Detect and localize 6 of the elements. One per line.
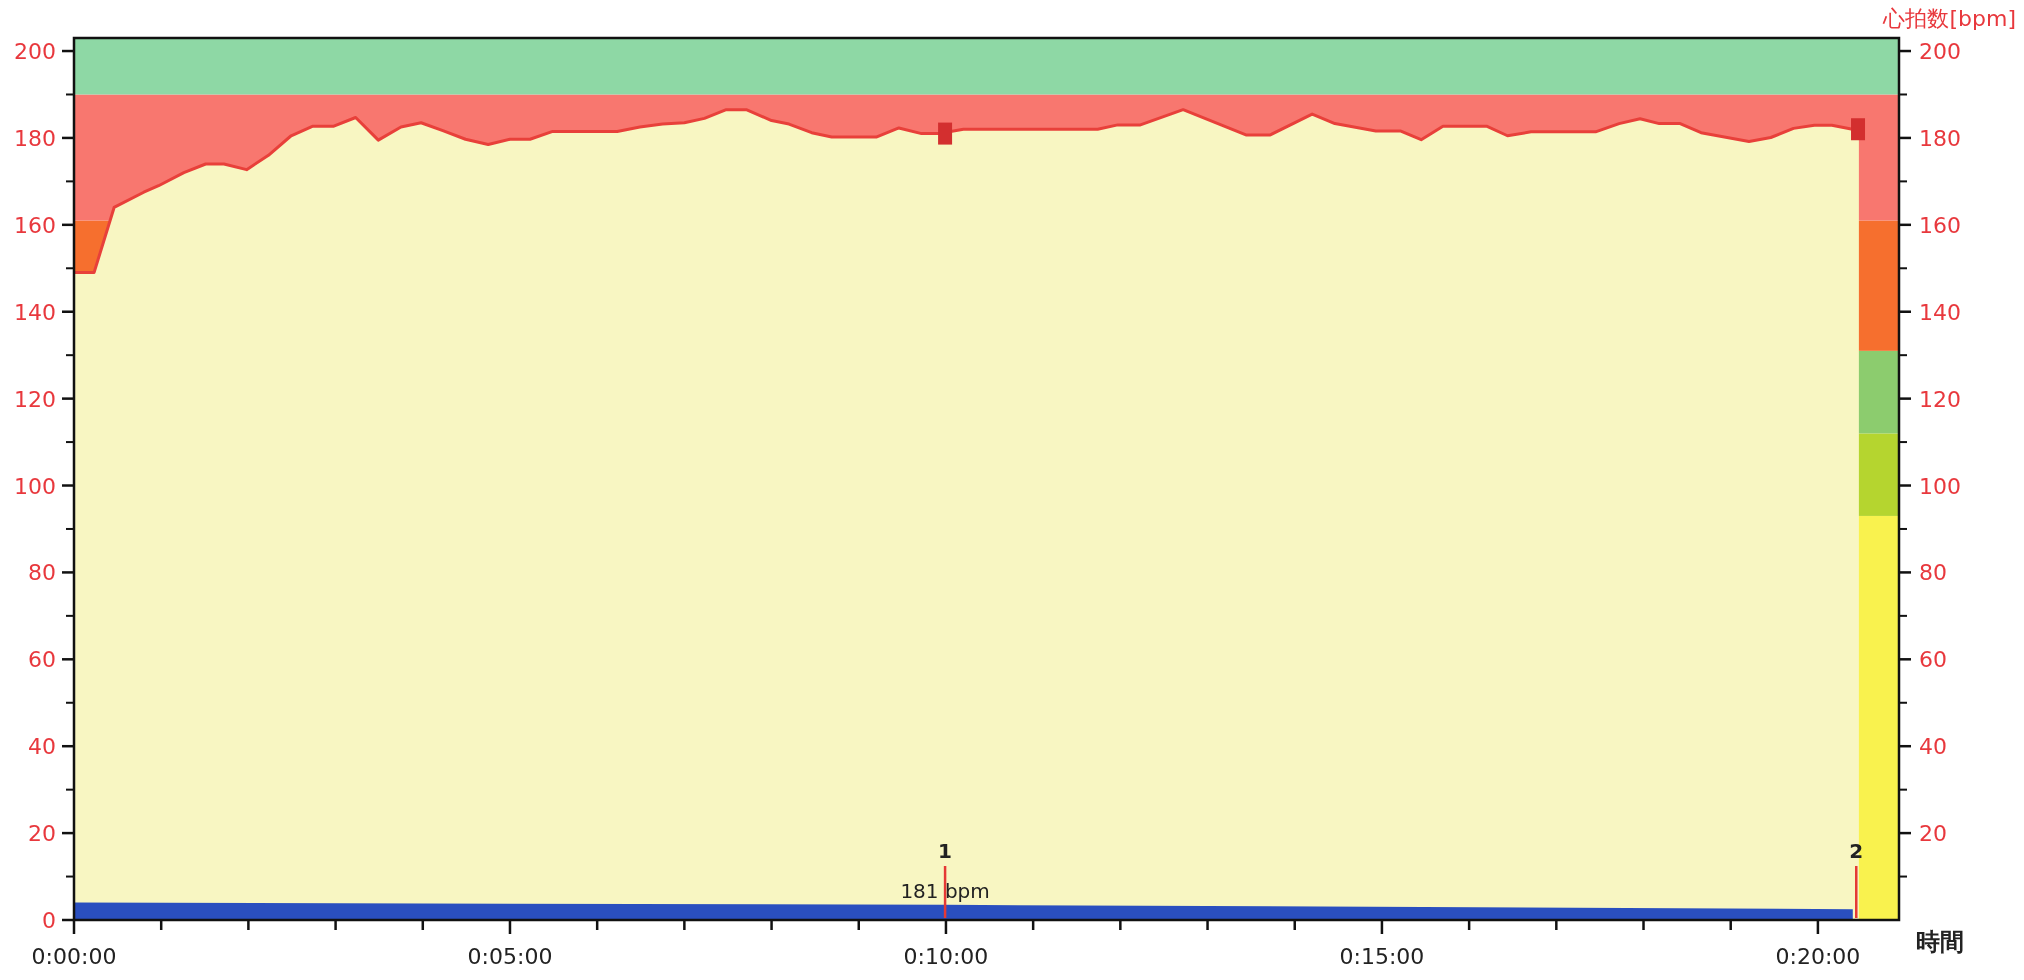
annotation: 2 [1849,839,1864,918]
annotation: 2 [1849,839,1864,863]
annotation: 1 [938,839,953,863]
xlabel: 時間 [1916,928,1964,956]
annotation: 181 bpm [900,879,990,903]
y2label: 心拍数[bpm] [1883,6,2016,31]
